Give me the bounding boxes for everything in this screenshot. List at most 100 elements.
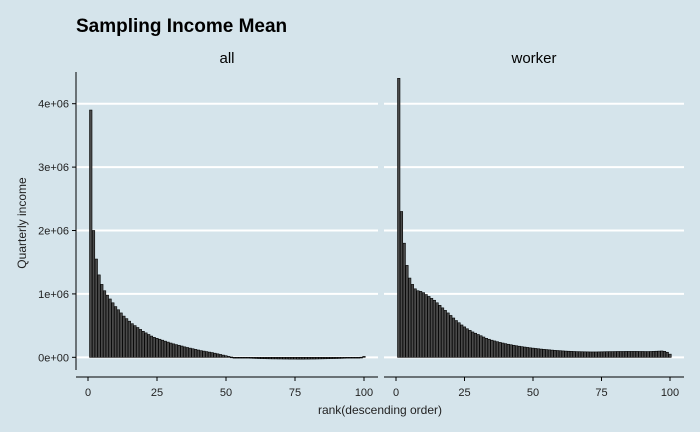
bar-all-74: [290, 357, 294, 360]
bar-worker-98: [662, 350, 667, 358]
bar-all-85: [321, 357, 325, 360]
bar-worker-95: [654, 350, 658, 358]
bar-worker-8: [416, 290, 420, 358]
bar-worker-87: [632, 351, 636, 358]
bar-worker-12: [427, 296, 431, 358]
bar-worker-54: [542, 349, 546, 358]
bar-all-86: [323, 357, 327, 360]
bar-worker-20: [449, 315, 453, 358]
bar-all-100: [362, 356, 366, 358]
bar-worker-53: [539, 348, 543, 358]
bar-worker-22: [454, 320, 458, 358]
bar-worker-59: [556, 350, 560, 358]
bar-worker-79: [610, 351, 614, 358]
x-axis-worker: 0 25 50 75 100: [384, 376, 684, 399]
bar-all-89: [332, 357, 336, 359]
bar-all-97: [354, 357, 358, 359]
bar-worker-24: [460, 324, 464, 358]
bar-all-15: [127, 320, 131, 358]
bar-worker-13: [430, 298, 434, 358]
bar-worker-89: [638, 351, 642, 358]
bar-worker-52: [536, 348, 541, 358]
bar-worker-64: [569, 351, 573, 358]
bar-all-24: [152, 337, 156, 358]
bar-worker-41: [506, 343, 510, 358]
bar-worker-73: [594, 351, 598, 358]
bar-all-75: [293, 357, 297, 360]
bar-all-36: [185, 347, 189, 358]
bar-all-82: [312, 357, 316, 360]
bar-all-29: [166, 341, 170, 358]
bar-all-87: [326, 357, 330, 360]
bar-all-59: [249, 357, 253, 359]
bar-worker-37: [495, 341, 499, 358]
bar-worker-27: [468, 330, 472, 358]
bar-all-69: [276, 357, 280, 360]
x-tick-label-all-4: 100: [355, 387, 373, 399]
bar-worker-67: [578, 351, 582, 358]
bar-worker-31: [479, 335, 483, 358]
bar-all-41: [199, 350, 203, 358]
bar-worker-74: [597, 351, 601, 358]
bar-worker-42: [509, 344, 513, 358]
bar-all-23: [149, 335, 154, 358]
bar-worker-70: [586, 351, 590, 358]
bar-all-28: [163, 340, 167, 358]
bar-worker-11: [424, 294, 428, 358]
bar-worker-32: [482, 336, 486, 358]
bar-worker-48: [525, 347, 530, 358]
bar-worker-76: [602, 351, 606, 358]
bar-all-98: [356, 357, 361, 359]
bar-all-9: [111, 302, 115, 358]
bar-all-83: [315, 357, 319, 360]
x-tick-label-worker-3: 75: [595, 387, 607, 399]
bar-worker-81: [616, 351, 620, 358]
bar-worker-4: [405, 265, 409, 358]
bar-worker-30: [476, 334, 480, 358]
bar-all-99: [359, 356, 363, 359]
y-tick-label-4: 4e+06: [38, 99, 69, 111]
bar-all-79: [304, 357, 308, 360]
bar-all-72: [285, 357, 289, 360]
chart-title: Sampling Income Mean: [76, 16, 287, 37]
bars-worker: [397, 78, 672, 358]
bar-worker-56: [547, 349, 551, 358]
bar-all-53: [232, 357, 236, 359]
bar-all-95: [348, 357, 352, 359]
bar-worker-86: [630, 351, 634, 358]
bar-worker-49: [528, 347, 532, 358]
bar-worker-16: [438, 305, 442, 358]
bar-all-13: [122, 315, 126, 358]
bar-worker-58: [553, 350, 557, 358]
bar-worker-94: [652, 351, 656, 358]
bar-all-37: [188, 347, 192, 358]
bar-worker-2: [399, 211, 404, 358]
bar-worker-7: [413, 288, 417, 358]
bar-worker-45: [517, 345, 521, 358]
bar-all-10: [114, 306, 118, 358]
bar-all-25: [155, 337, 159, 358]
bar-worker-66: [575, 351, 579, 358]
bar-all-21: [144, 332, 148, 358]
bar-worker-17: [441, 307, 445, 358]
bar-all-31: [172, 343, 176, 358]
bar-worker-15: [435, 302, 439, 358]
bar-worker-25: [462, 326, 467, 358]
bar-all-76: [296, 357, 300, 360]
bar-all-52: [229, 356, 234, 359]
bar-all-40: [196, 349, 200, 358]
bar-all-8: [108, 298, 112, 358]
bar-worker-75: [599, 351, 604, 358]
bar-all-43: [205, 351, 209, 358]
bar-worker-5: [408, 277, 412, 358]
y-tick-label-1: 1e+06: [38, 289, 69, 301]
bar-worker-99: [665, 351, 669, 358]
bar-all-33: [177, 344, 181, 358]
bar-worker-93: [649, 351, 653, 358]
bar-worker-23: [457, 322, 461, 358]
bar-worker-90: [641, 351, 645, 358]
bar-all-73: [287, 357, 292, 360]
x-tick-label-worker-0: 0: [393, 387, 399, 399]
bar-worker-18: [443, 310, 447, 358]
